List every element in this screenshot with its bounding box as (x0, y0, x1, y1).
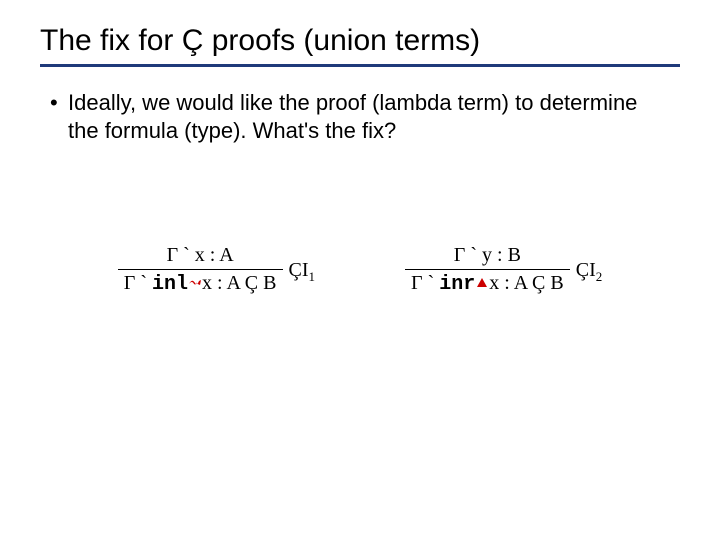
rule-right-conclusion-prefix: Γ ` (411, 272, 439, 294)
rule-right-conclusion: Γ ` inr x : A Ç B (405, 269, 570, 296)
rule-left-conclusion-suffix: x : A Ç B (202, 272, 276, 294)
bullet-item: • Ideally, we would like the proof (lamb… (50, 89, 660, 144)
bullet-dot: • (50, 89, 68, 117)
rule-right-label-sub: 2 (596, 269, 603, 284)
rule-left-conclusion: Γ ` inl x : A Ç B (118, 269, 283, 296)
rule-left-fraction: Γ ` x : A Γ ` inl x : A Ç B (118, 244, 283, 296)
rule-left-label-base: ÇI (289, 259, 309, 281)
rule-left: Γ ` x : A Γ ` inl x : A Ç B ÇI1 (118, 244, 315, 296)
marker-left-icon (188, 277, 202, 291)
rule-left-premise: Γ ` x : A (118, 244, 283, 269)
rule-left-label: ÇI1 (289, 259, 316, 285)
rule-right-conclusion-suffix: x : A Ç B (489, 272, 563, 294)
bullet-text: Ideally, we would like the proof (lambda… (68, 89, 660, 144)
rule-right: Γ ` y : B Γ ` inr x : A Ç B ÇI2 (405, 244, 602, 296)
marker-right-icon (475, 277, 489, 291)
inl-keyword: inl (152, 273, 188, 296)
rule-left-label-sub: 1 (309, 269, 316, 284)
slide: The fix for Ç proofs (union terms) • Ide… (0, 0, 720, 540)
inr-keyword: inr (439, 273, 475, 296)
slide-title: The fix for Ç proofs (union terms) (40, 24, 680, 67)
rule-left-conclusion-prefix: Γ ` (124, 272, 152, 294)
inference-rules: Γ ` x : A Γ ` inlx : A Ç B ÇI1 Γ ` y : B… (40, 244, 680, 296)
rule-right-label-base: ÇI (576, 259, 596, 281)
rule-right-label: ÇI2 (576, 259, 603, 285)
rule-right-fraction: Γ ` y : B Γ ` inr x : A Ç B (405, 244, 570, 296)
rule-right-premise: Γ ` y : B (405, 244, 570, 269)
